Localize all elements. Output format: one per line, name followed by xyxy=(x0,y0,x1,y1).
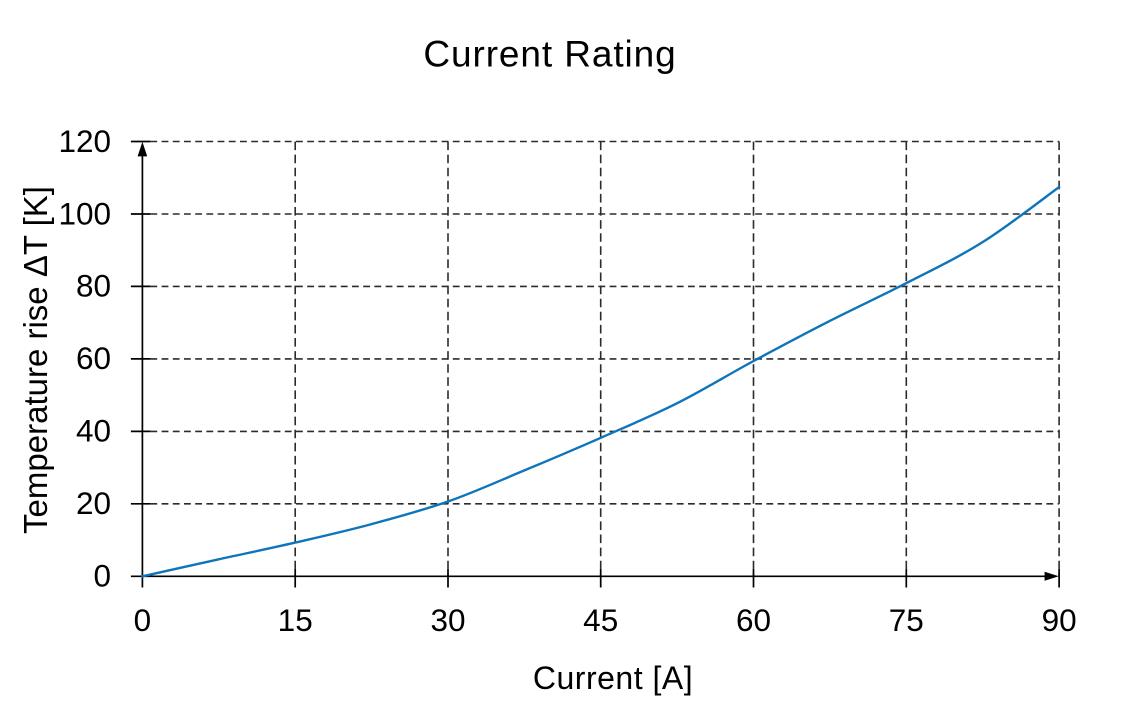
svg-text:75: 75 xyxy=(889,602,924,638)
svg-text:0: 0 xyxy=(134,602,152,638)
svg-text:90: 90 xyxy=(1042,602,1077,638)
svg-text:120: 120 xyxy=(58,123,111,159)
svg-text:60: 60 xyxy=(76,340,111,376)
svg-text:Temperature rise ΔT [K]: Temperature rise ΔT [K] xyxy=(17,186,54,534)
svg-text:80: 80 xyxy=(76,268,111,304)
svg-text:30: 30 xyxy=(430,602,465,638)
svg-text:45: 45 xyxy=(583,602,618,638)
svg-text:60: 60 xyxy=(736,602,771,638)
svg-text:100: 100 xyxy=(58,195,111,231)
svg-text:20: 20 xyxy=(76,485,111,521)
svg-text:Current Rating: Current Rating xyxy=(423,34,676,75)
svg-text:0: 0 xyxy=(93,558,111,594)
svg-text:Current [A]: Current [A] xyxy=(533,660,693,696)
svg-text:15: 15 xyxy=(278,602,313,638)
svg-text:40: 40 xyxy=(76,413,111,449)
